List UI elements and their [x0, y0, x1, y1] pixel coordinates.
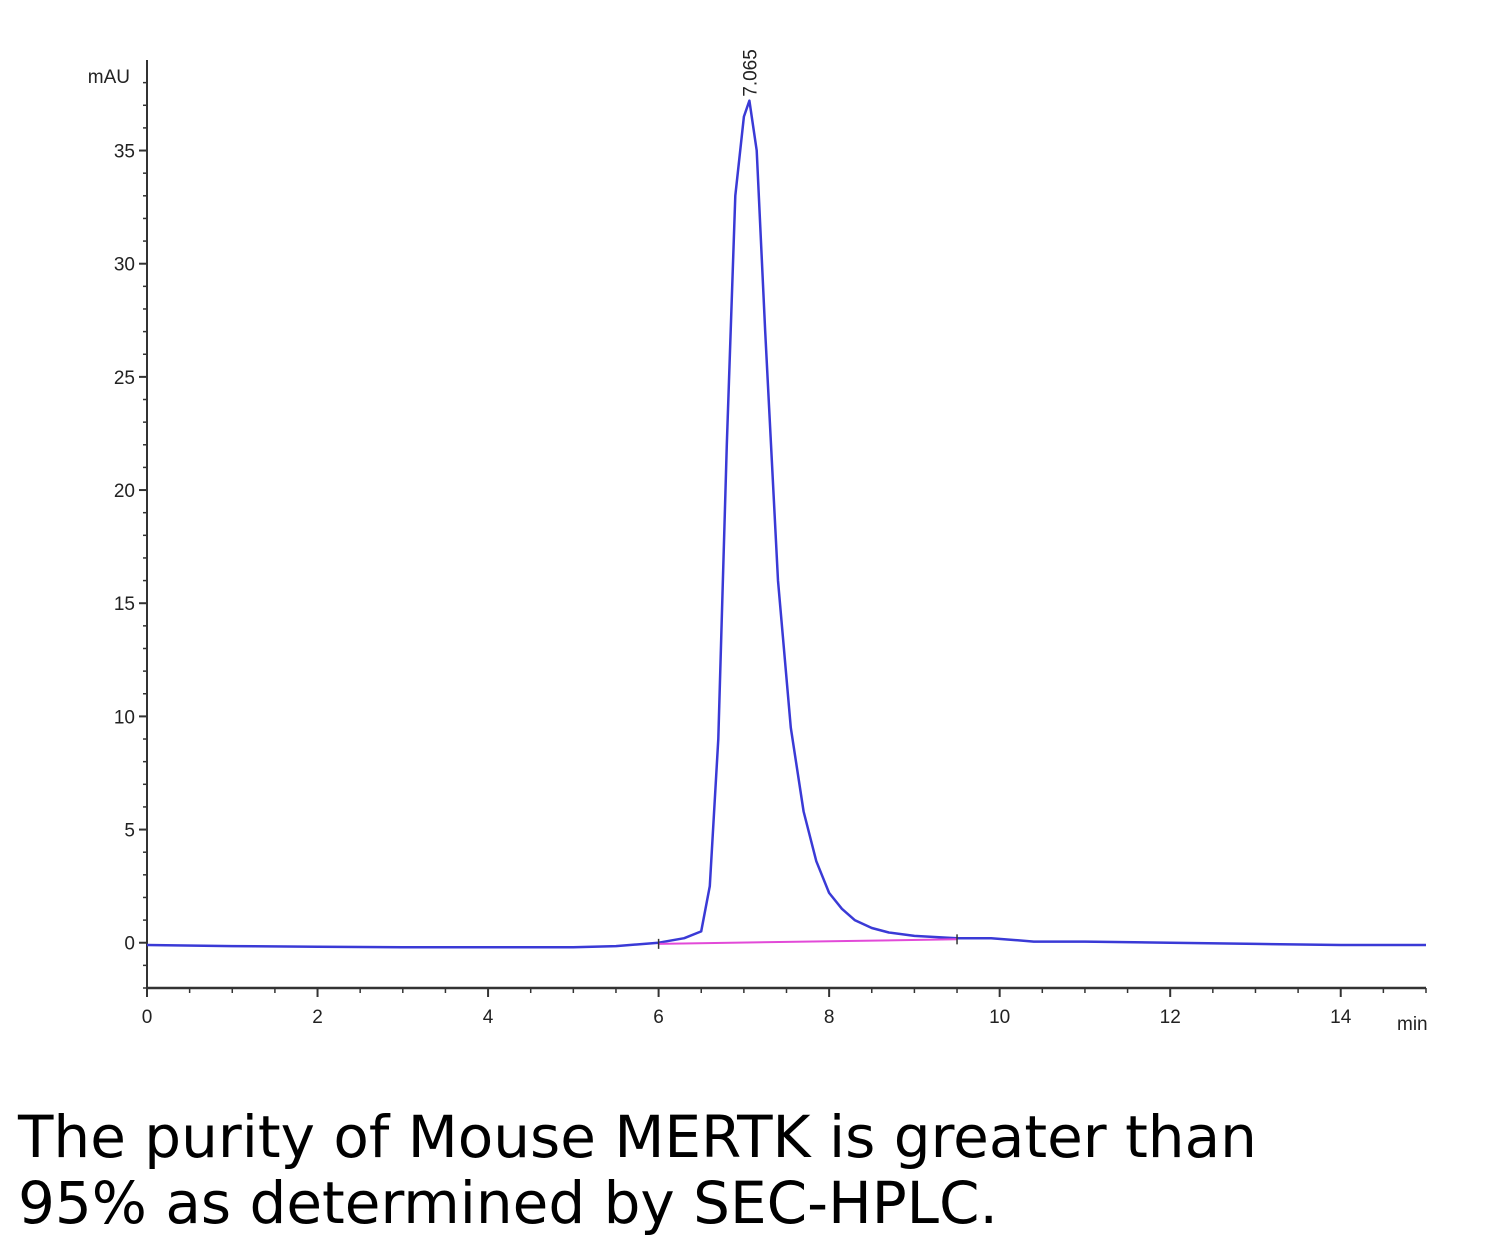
x-tick-label: 8	[824, 1007, 835, 1028]
chromatogram-chart: 0 5 10 15 20 25 30 35 0 2 4 6 8 10 12 14 mAU min 7.065	[88, 49, 1428, 1035]
y-axis-label: mAU	[88, 67, 130, 88]
x-tick-label: 4	[483, 1007, 494, 1028]
x-tick-label: 10	[989, 1007, 1010, 1028]
x-axis: 0 2 4 6 8 10 12 14	[142, 986, 1427, 1028]
signal-trace	[146, 99, 1426, 949]
y-tick-label: 35	[114, 142, 135, 163]
caption-line-2: 95% as determined by SEC-HPLC.	[18, 1169, 998, 1237]
caption-line-1: The purity of Mouse MERTK is greater tha…	[18, 1103, 1257, 1171]
y-tick-label: 25	[114, 368, 135, 389]
x-tick-label: 2	[312, 1007, 323, 1028]
peak-label: 7.065	[740, 49, 761, 97]
caption: The purity of Mouse MERTK is greater tha…	[18, 1104, 1418, 1236]
series-group	[146, 99, 1426, 949]
y-tick-label: 0	[124, 934, 135, 955]
x-axis-label: min	[1397, 1014, 1428, 1035]
x-tick-label: 12	[1160, 1007, 1181, 1028]
x-tick-label: 6	[653, 1007, 664, 1028]
y-tick-label: 20	[114, 481, 135, 502]
y-tick-label: 5	[124, 821, 135, 842]
x-tick-label: 14	[1330, 1007, 1352, 1028]
y-tick-label: 10	[114, 707, 135, 728]
integration-baseline	[658, 938, 958, 945]
y-axis: 0 5 10 15 20 25 30 35	[114, 60, 148, 989]
x-tick-label: 0	[142, 1007, 153, 1028]
y-tick-label: 15	[114, 594, 135, 615]
y-tick-label: 30	[114, 255, 135, 276]
